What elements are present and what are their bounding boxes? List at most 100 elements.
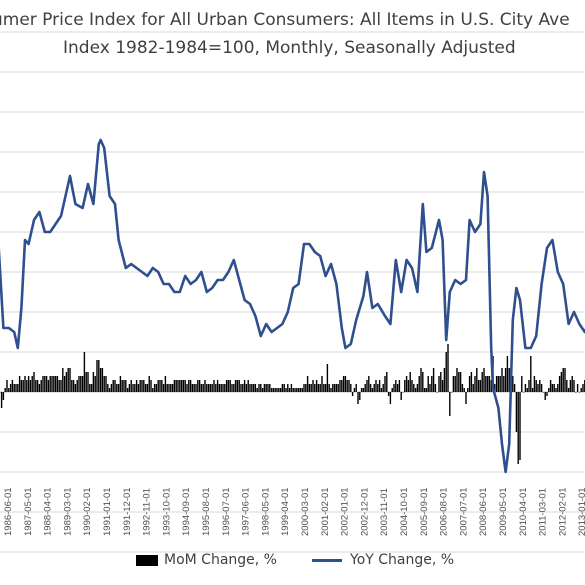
mom-bar [35, 380, 37, 392]
mom-bar [414, 388, 417, 392]
mom-bar [431, 376, 433, 392]
mom-bar [20, 380, 23, 392]
svg-text:2000-03-01: 2000-03-01 [300, 487, 311, 536]
mom-bar [373, 384, 375, 392]
mom-bar [240, 384, 242, 392]
mom-bar [224, 384, 226, 392]
mom-bar [236, 380, 239, 392]
mom-bar [573, 380, 575, 392]
mom-bar [117, 384, 120, 392]
x-tick-label: 2007-07-01 [458, 487, 469, 536]
mom-bar [31, 376, 33, 392]
mom-bar [440, 372, 442, 392]
mom-bar [78, 376, 80, 392]
svg-text:1993-10-01: 1993-10-01 [161, 487, 172, 536]
mom-bar [54, 376, 57, 392]
mom-bar [164, 376, 167, 392]
mom-bar [564, 368, 566, 392]
mom-bar [321, 376, 323, 392]
mom-bar [371, 388, 374, 392]
x-tick-label: 2012-02-01 [557, 487, 568, 536]
svg-text:1991-01-01: 1991-01-01 [102, 487, 113, 536]
mom-bar [521, 376, 523, 392]
svg-text:2002-12-01: 2002-12-01 [359, 487, 370, 536]
mom-bar [162, 384, 165, 392]
mom-bar [227, 380, 230, 392]
mom-bar [265, 384, 267, 392]
mom-bar [542, 392, 545, 393]
mom-bar [171, 384, 174, 392]
mom-bar [18, 376, 21, 392]
mom-bar [441, 380, 444, 392]
mom-bar [432, 368, 435, 392]
mom-bar [80, 376, 82, 392]
mom-bars [0, 344, 585, 464]
svg-text:1995-08-01: 1995-08-01 [201, 487, 212, 536]
mom-bar [153, 384, 156, 392]
mom-bar [418, 376, 420, 392]
mom-bar [303, 384, 305, 392]
mom-bar [258, 384, 260, 392]
mom-bar [294, 388, 296, 392]
svg-text:1996-07-01: 1996-07-01 [221, 487, 232, 536]
mom-bar [483, 368, 485, 392]
mom-bar [443, 368, 446, 392]
mom-bar [396, 384, 399, 392]
mom-bar [74, 384, 77, 392]
x-tick-label: 1999-04-01 [280, 487, 291, 536]
mom-bar [168, 384, 170, 392]
x-tick-label: 1996-07-01 [221, 487, 232, 536]
mom-bar [191, 384, 194, 392]
mom-bar [206, 384, 208, 392]
x-tick-label: 2005-09-01 [419, 487, 430, 536]
yoy-legend-swatch [312, 558, 342, 562]
mom-bar [337, 384, 339, 392]
x-tick-label: 2000-03-01 [300, 487, 311, 536]
mom-bar [411, 380, 413, 392]
mom-bar [405, 376, 408, 392]
mom-bar [260, 384, 262, 392]
mom-bar [123, 380, 125, 392]
mom-bar [157, 380, 159, 392]
mom-bar [562, 368, 564, 392]
mom-bar [319, 384, 321, 392]
mom-bar [0, 392, 3, 408]
mom-bar [366, 380, 368, 392]
mom-bar [152, 388, 154, 392]
x-tick-label: 1993-10-01 [161, 487, 172, 536]
mom-bar [92, 372, 95, 392]
mom-bar [42, 376, 44, 392]
mom-bar [119, 376, 122, 392]
mom-bar [463, 388, 465, 392]
mom-bar [485, 376, 487, 392]
mom-bar [27, 376, 30, 392]
svg-text:2013-01-01: 2013-01-01 [577, 487, 585, 536]
mom-bar [4, 388, 6, 392]
mom-bar [2, 392, 5, 400]
svg-text:1991-12-01: 1991-12-01 [122, 487, 133, 536]
mom-bar [256, 388, 258, 392]
mom-bar [569, 380, 572, 392]
mom-bar [60, 380, 62, 392]
mom-bar [29, 380, 32, 392]
mom-bar [359, 392, 361, 400]
mom-bar [139, 380, 141, 392]
mom-bar [67, 368, 69, 392]
mom-bar [346, 380, 348, 392]
x-tick-label: 1995-08-01 [201, 487, 212, 536]
mom-bar [251, 384, 253, 392]
mom-bar [155, 384, 158, 392]
mom-bar [144, 384, 147, 392]
mom-bar [503, 376, 505, 392]
mom-bar [368, 376, 370, 392]
x-tick-label: 1997-06-01 [241, 487, 252, 536]
mom-bar [450, 392, 453, 393]
svg-text:2011-03-01: 2011-03-01 [538, 488, 549, 536]
mom-bar [134, 384, 136, 392]
mom-bar [306, 376, 309, 392]
mom-bar [386, 372, 388, 392]
mom-bar [288, 388, 291, 392]
mom-bar [445, 352, 447, 392]
mom-bar [56, 376, 59, 392]
